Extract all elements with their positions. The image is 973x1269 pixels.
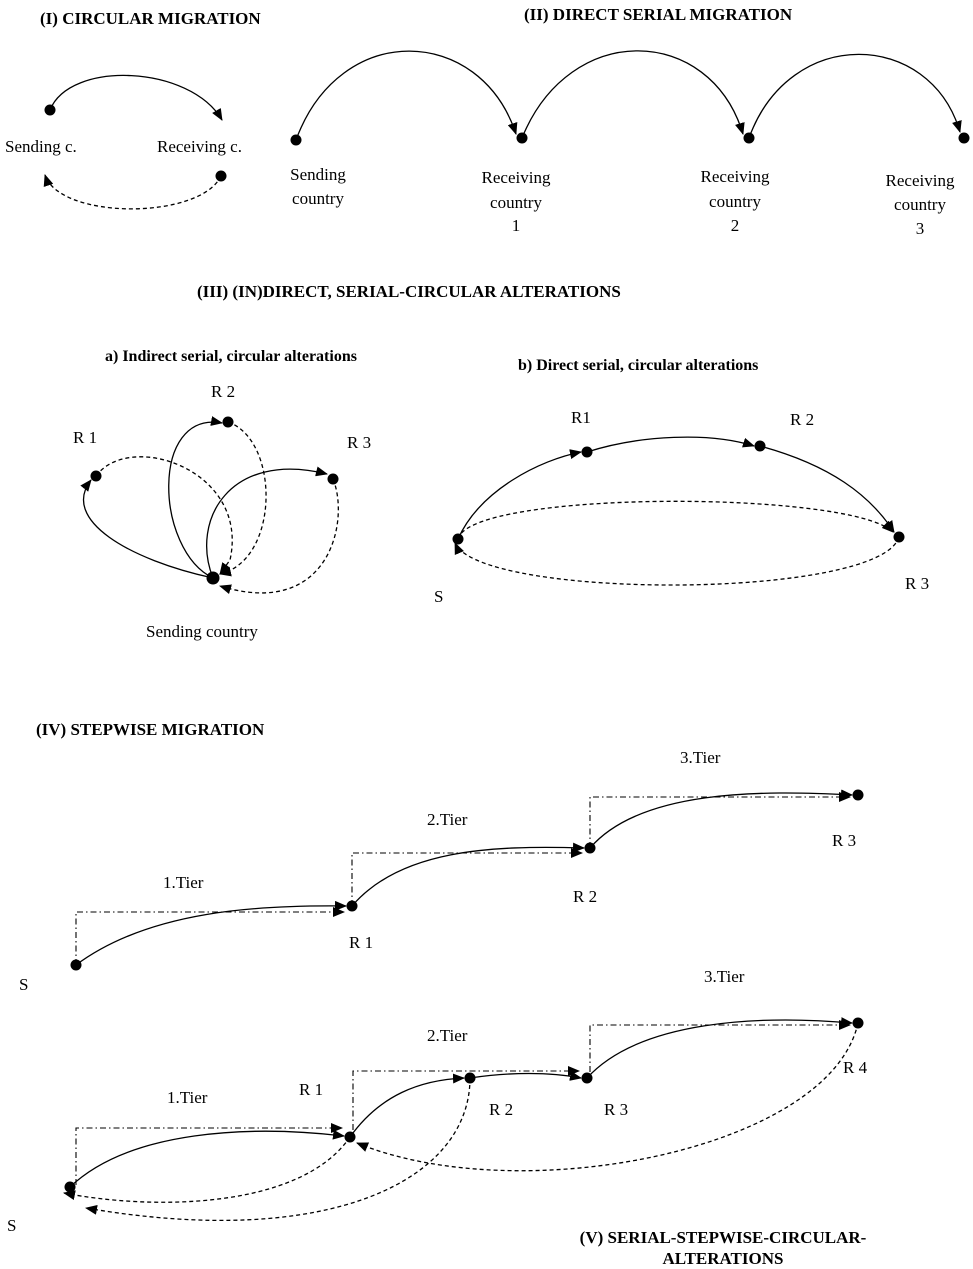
arrow-r1-r2 (351, 842, 585, 907)
label-receiving: Receiving c. (157, 137, 242, 156)
label-s: S (7, 1216, 16, 1235)
label-r2: R 2 (489, 1100, 513, 1119)
label-r1: R 1 (73, 428, 97, 447)
arrow-r2-r3 (759, 445, 895, 533)
label-r3-l1: Receiving (886, 171, 955, 190)
arrow-s-r1 (69, 1129, 345, 1188)
label-r4: R 4 (843, 1058, 868, 1077)
label-tier2: 2.Tier (427, 810, 468, 829)
label-r3-l2: country (894, 195, 946, 214)
label-r1-l3: 1 (512, 216, 521, 235)
heading-direct-serial: (II) DIRECT SERIAL MIGRATION (524, 5, 793, 24)
label-r2-l1: Receiving (701, 167, 770, 186)
tier1-step (75, 907, 345, 965)
label-r3: R 3 (604, 1100, 628, 1119)
label-tier3: 3.Tier (680, 748, 721, 767)
heading-stepwise: (IV) STEPWISE MIGRATION (36, 720, 265, 739)
heading-alterations: (III) (IN)DIRECT, SERIAL-CIRCULAR ALTERA… (197, 282, 621, 301)
section-direct: b) Direct serial, circular alterations R… (434, 357, 929, 606)
label-r2-l3: 2 (731, 216, 740, 235)
label-r1: R 1 (299, 1080, 323, 1099)
tier3-step (589, 1020, 851, 1072)
arrow-r1-s (95, 456, 233, 575)
label-r3-l3: 3 (916, 219, 925, 238)
tier2-step (351, 848, 583, 906)
label-sending: Sending country (146, 622, 258, 641)
arrow-s-r1 (457, 449, 582, 540)
arrow-r1-r2 (586, 436, 755, 453)
label-tier2: 2.Tier (427, 1026, 468, 1045)
label-s: S (19, 975, 28, 994)
arrow-s-r1 (75, 900, 347, 966)
node-r3 (852, 789, 864, 801)
arrow-r2-s (85, 1077, 471, 1221)
arrow-r3-s (219, 478, 339, 595)
label-r2: R 2 (211, 382, 235, 401)
label-tier3: 3.Tier (704, 967, 745, 986)
arrow-r2-s (219, 421, 267, 577)
arrow-return (43, 174, 222, 210)
section-circular: (I) CIRCULAR MIGRATION Sending c. Receiv… (5, 9, 261, 210)
heading-indirect: a) Indirect serial, circular alterations (105, 348, 357, 365)
arrow-s-r2 (168, 416, 223, 579)
arrow-outbound (49, 74, 223, 121)
label-r2: R 2 (573, 887, 597, 906)
tier2-step (352, 1066, 580, 1130)
arrow-r3-s (454, 536, 900, 586)
section-serial-stepwise: 1.Tier 2.Tier 3.Tier S R 1 R 2 R 3 R 4 (… (7, 967, 868, 1268)
section-stepwise: (IV) STEPWISE MIGRATION 1.Tier 2.Tier 3.… (19, 720, 864, 994)
arrow-r2-r3 (748, 53, 962, 139)
label-r1: R1 (571, 408, 591, 427)
label-r3: R 3 (832, 831, 856, 850)
tier3-step (589, 792, 851, 848)
label-r1: R 1 (349, 933, 373, 952)
heading-direct: b) Direct serial, circular alterations (518, 357, 758, 374)
label-sending-l2: country (292, 189, 344, 208)
arrow-r2-r3 (589, 789, 853, 849)
label-s: S (434, 587, 443, 606)
label-tier1: 1.Tier (163, 873, 204, 892)
label-sending: Sending c. (5, 137, 77, 156)
heading-serial-stepwise-l2: ALTERATIONS (663, 1249, 784, 1268)
section-direct-serial: (II) DIRECT SERIAL MIGRATION Sending cou… (290, 5, 970, 238)
arrow-s-r1 (295, 50, 518, 141)
node-receiving-3 (958, 132, 970, 144)
arrow-r2-r3 (469, 1071, 582, 1081)
arrow-r1-r2 (349, 1073, 465, 1138)
arrow-s-r3 (457, 500, 894, 540)
label-r1-l1: Receiving (482, 168, 551, 187)
arrow-r1-s (63, 1136, 351, 1203)
label-r2-l2: country (709, 192, 761, 211)
label-tier1: 1.Tier (167, 1088, 208, 1107)
label-sending-l1: Sending (290, 165, 346, 184)
tier1-step (75, 1123, 343, 1185)
heading-serial-stepwise-l1: (V) SERIAL-STEPWISE-CIRCULAR- (580, 1228, 867, 1247)
label-r1-l2: country (490, 193, 542, 212)
heading-circular: (I) CIRCULAR MIGRATION (40, 9, 261, 28)
label-r3: R 3 (347, 433, 371, 452)
arrow-r3-r4 (586, 1017, 853, 1079)
arrow-r4-r1 (356, 1022, 859, 1172)
section-indirect: a) Indirect serial, circular alterations… (73, 348, 371, 641)
arrow-s-r1 (80, 479, 214, 579)
arrow-s-r3 (206, 466, 328, 579)
label-r3: R 3 (905, 574, 929, 593)
label-r2: R 2 (790, 410, 814, 429)
arrow-r1-r2 (521, 50, 745, 139)
